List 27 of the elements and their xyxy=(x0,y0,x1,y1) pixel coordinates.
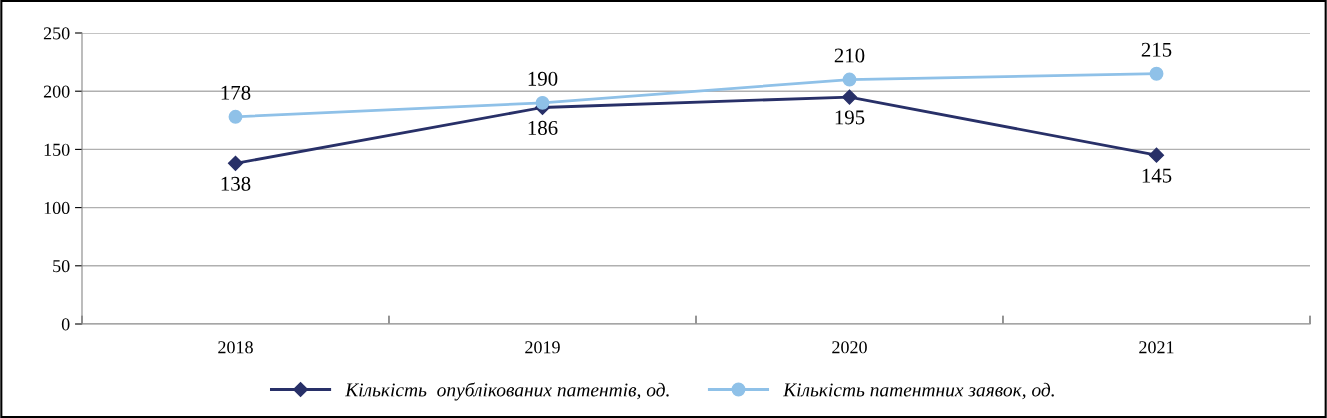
point xyxy=(841,89,858,105)
point xyxy=(227,155,244,171)
y-tick-label: 50 xyxy=(53,260,70,273)
point xyxy=(1149,66,1164,81)
x-tick-label: 2019 xyxy=(525,341,560,354)
y-tick-label: 200 xyxy=(43,85,70,98)
y-tick-label: 0 xyxy=(61,318,70,331)
point xyxy=(1148,147,1165,163)
y-tick-label: 100 xyxy=(44,201,70,215)
point xyxy=(535,95,550,110)
point xyxy=(842,72,857,87)
x-tick-label: 2020 xyxy=(832,341,867,354)
data-label: 178 xyxy=(221,85,251,100)
point xyxy=(228,109,243,124)
data-label: 210 xyxy=(834,48,865,63)
legend-label: Кількість патентних заявок, од. xyxy=(782,382,1054,400)
data-label: 138 xyxy=(221,176,251,191)
data-label: 190 xyxy=(528,71,558,86)
data-label: 215 xyxy=(1141,42,1172,57)
x-tick-label: 2021 xyxy=(1139,341,1174,354)
data-label: 186 xyxy=(528,120,558,135)
data-label: 145 xyxy=(1142,168,1172,183)
x-tick-label: 2018 xyxy=(218,341,253,354)
legend-label: Кількість опублікованих патентів, од. xyxy=(345,382,669,401)
y-tick-label: 250 xyxy=(43,27,70,40)
y-tick-label: 150 xyxy=(44,143,70,156)
data-label: 195 xyxy=(835,110,865,125)
